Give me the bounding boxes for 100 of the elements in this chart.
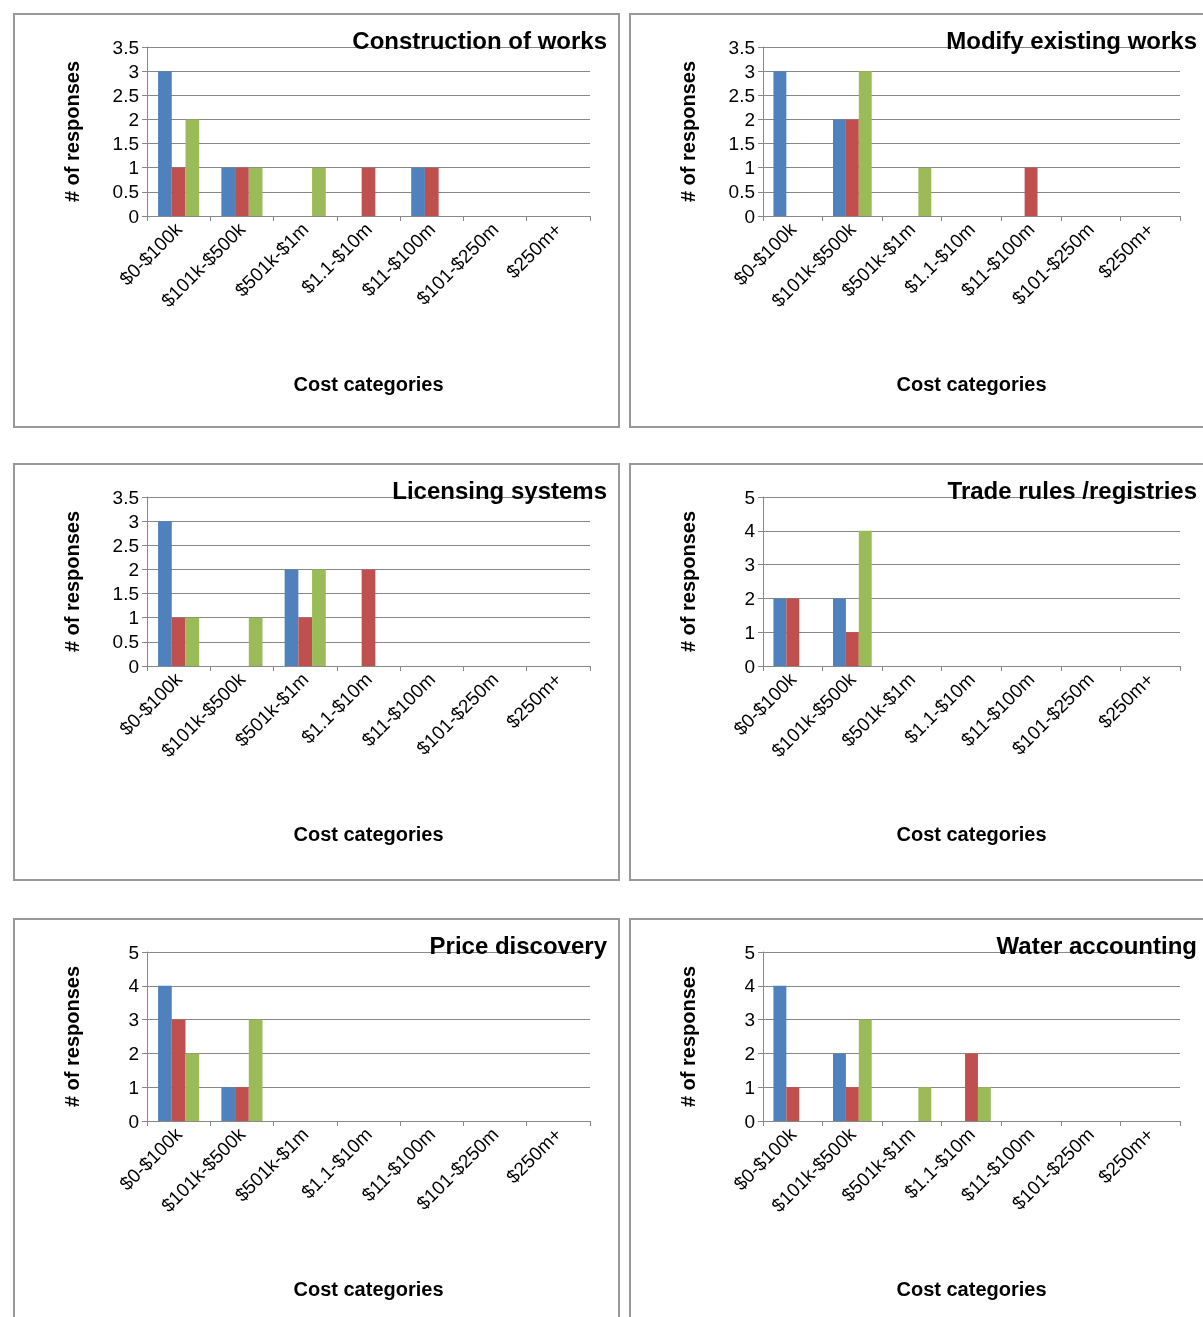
x-axis-title: Cost categories [896, 823, 1047, 845]
bar [858, 530, 872, 666]
y-tick-label: 0.5 [112, 631, 139, 653]
y-tick-label: 2.5 [728, 84, 755, 106]
y-tick-label: 1 [744, 157, 755, 179]
bar [235, 167, 249, 216]
y-tick-label: 4 [744, 975, 756, 997]
y-tick-label: 2.5 [112, 84, 139, 106]
bar [411, 167, 425, 216]
bar [361, 167, 376, 216]
bar [284, 569, 299, 666]
bar [918, 167, 932, 216]
y-tick-label: 0 [128, 1110, 139, 1132]
y-tick-label: 0 [744, 205, 755, 227]
y-tick-label: 3 [128, 60, 139, 82]
y-tick-label: 1.5 [112, 583, 139, 605]
bar [918, 1087, 932, 1121]
y-tick-label: 2 [128, 558, 139, 580]
bar [773, 71, 787, 216]
y-tick-label: 2 [744, 587, 755, 609]
y-tick-label: 3 [128, 510, 139, 532]
y-tick-label: 2 [744, 1042, 755, 1064]
chart-title: Construction of works [352, 26, 607, 54]
bar [235, 1087, 249, 1121]
y-tick-label: 1.5 [112, 133, 139, 155]
y-tick-label: 5 [744, 941, 755, 963]
x-axis-title: Cost categories [293, 373, 444, 395]
bar [312, 167, 326, 216]
y-tick-label: 0.5 [112, 181, 139, 203]
bar [833, 598, 846, 666]
y-tick-label: 2.5 [112, 534, 139, 556]
y-tick-label: 3 [744, 1009, 755, 1031]
y-tick-label: 3 [744, 60, 755, 82]
y-tick-label: 2 [744, 108, 755, 130]
y-axis-title: # of responses [677, 965, 699, 1108]
bar [312, 569, 326, 666]
bar [248, 1019, 263, 1121]
bar [833, 119, 846, 216]
bar [171, 167, 186, 216]
bar [786, 598, 800, 666]
y-axis-title: # of responses [61, 965, 83, 1108]
chart-title: Trade rules /registries [947, 476, 1198, 504]
bar [361, 569, 376, 666]
bar [171, 617, 186, 666]
bar [298, 617, 313, 666]
bar [845, 632, 859, 666]
x-axis-title: Cost categories [293, 823, 444, 845]
y-tick-label: 4 [128, 975, 140, 997]
y-tick-label: 0.5 [728, 181, 755, 203]
bar [845, 119, 859, 216]
bar [845, 1087, 859, 1121]
y-tick-label: 3.5 [112, 486, 139, 508]
y-tick-label: 0 [744, 1110, 755, 1132]
bar [158, 521, 172, 666]
bar [158, 985, 172, 1121]
chart-title: Licensing systems [392, 476, 608, 504]
bar [248, 167, 263, 216]
y-tick-label: 2 [128, 1042, 139, 1064]
y-axis-title: # of responses [677, 60, 699, 203]
chart-title: Price discovery [429, 931, 608, 959]
y-axis-title: # of responses [61, 60, 83, 203]
bar [424, 167, 439, 216]
y-tick-label: 0 [744, 655, 755, 677]
x-axis-title: Cost categories [293, 1278, 444, 1300]
chart-title: Modify existing works [946, 26, 1198, 54]
y-tick-label: 3 [128, 1009, 139, 1031]
x-axis-title: Cost categories [896, 1278, 1047, 1300]
chart-title: Water accounting [996, 931, 1198, 959]
bar [965, 1053, 978, 1121]
y-tick-label: 2 [128, 108, 139, 130]
bar [248, 617, 263, 666]
bar [977, 1087, 991, 1121]
bar [185, 617, 200, 666]
y-tick-label: 1 [128, 1076, 139, 1098]
y-tick-label: 3 [744, 554, 755, 576]
bar [1024, 167, 1038, 216]
y-axis-title: # of responses [61, 510, 83, 653]
bar [221, 167, 236, 216]
y-tick-label: 5 [744, 486, 755, 508]
y-axis-title: # of responses [677, 510, 699, 653]
x-axis-title: Cost categories [896, 373, 1047, 395]
bar [185, 1053, 200, 1121]
bar [858, 71, 872, 216]
y-tick-label: 1 [744, 621, 755, 643]
y-tick-label: 1.5 [728, 133, 755, 155]
y-tick-label: 3.5 [728, 36, 755, 58]
bar [773, 598, 787, 666]
bar [786, 1087, 800, 1121]
y-tick-label: 4 [744, 520, 756, 542]
y-tick-label: 0 [128, 205, 139, 227]
y-tick-label: 1 [128, 157, 139, 179]
bar [185, 119, 200, 216]
bar [858, 1019, 872, 1121]
y-tick-label: 1 [128, 607, 139, 629]
y-tick-label: 1 [744, 1076, 755, 1098]
y-tick-label: 3.5 [112, 36, 139, 58]
bar [221, 1087, 236, 1121]
y-tick-label: 0 [128, 655, 139, 677]
y-tick-label: 5 [128, 941, 139, 963]
bar [158, 71, 172, 216]
